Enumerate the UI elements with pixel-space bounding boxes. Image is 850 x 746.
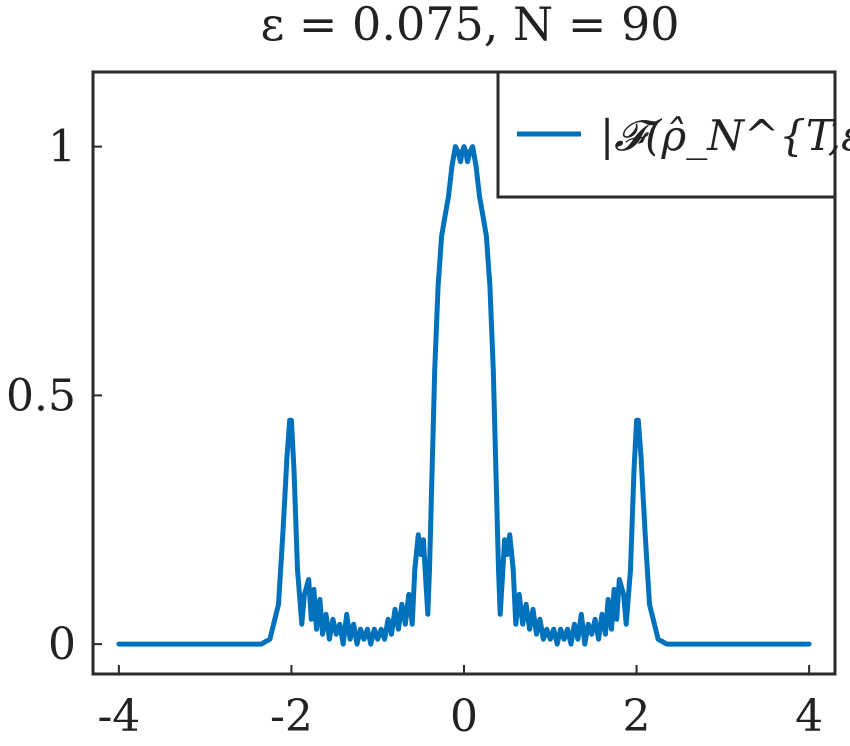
x-tick-label: -2 <box>270 691 313 742</box>
y-tick-label: 0 <box>48 619 76 670</box>
y-tick-label: 1 <box>48 122 76 173</box>
x-tick-label: -4 <box>97 691 140 742</box>
series-layer <box>116 144 812 647</box>
x-tick-label: 4 <box>795 691 823 742</box>
plot-frame <box>91 70 837 676</box>
x-tick-label: 0 <box>450 691 478 742</box>
legend: |𝓕(ρ̂_N^{T,ε})| <box>496 70 850 199</box>
legend-label: |𝓕(ρ̂_N^{T,ε})| <box>600 111 850 160</box>
y-tick-label: 0.5 <box>6 370 76 421</box>
chart-title: ε = 0.075, N = 90 <box>260 0 679 51</box>
x-tick-label: 2 <box>623 691 651 742</box>
series-line <box>116 144 812 647</box>
tick-layer: -4 -2 0 2 4 0 0.5 1 <box>6 122 823 742</box>
